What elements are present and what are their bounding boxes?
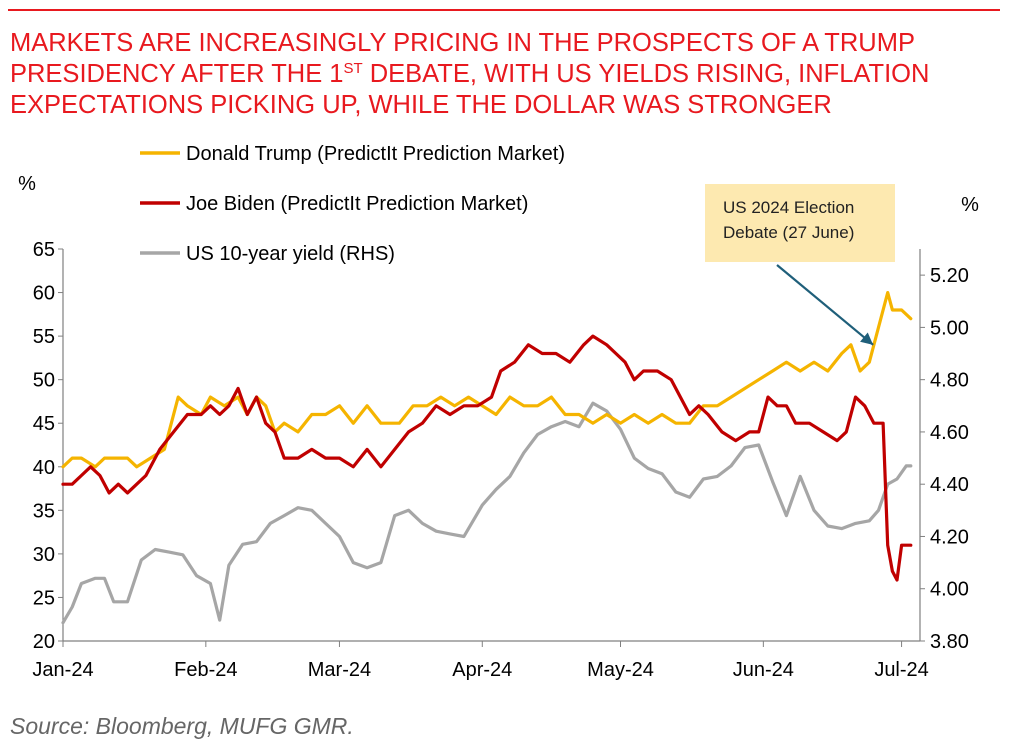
y-left-tick-label: 65 xyxy=(33,239,55,261)
y-right-tick-label: 4.60 xyxy=(930,422,969,444)
debate-callout: US 2024 Election Debate (27 June) xyxy=(705,184,895,262)
y-right-tick-label: 4.40 xyxy=(930,474,969,496)
y-left-tick-label: 35 xyxy=(33,500,55,522)
legend-label-0: Donald Trump (PredictIt Prediction Marke… xyxy=(186,143,565,165)
y-left-tick-label: 55 xyxy=(33,326,55,348)
chart-series xyxy=(61,291,913,625)
x-tick-label: Jun-24 xyxy=(733,659,794,681)
legend-label-2: US 10-year yield (RHS) xyxy=(186,243,395,265)
y-right-tick-label: 4.20 xyxy=(930,526,969,548)
y-left-tick-label: 20 xyxy=(33,631,55,653)
y-right-tick-label: 5.20 xyxy=(930,265,969,287)
callout-line-2: Debate (27 June) xyxy=(723,223,855,242)
y-right-tick-label: 5.00 xyxy=(930,317,969,339)
x-tick-label: Jan-24 xyxy=(32,659,93,681)
y-left-tick-label: 40 xyxy=(33,457,55,479)
title-line-1: MARKETS ARE INCREASINGLY PRICING IN THE … xyxy=(10,29,915,57)
y-right-tick-label: 4.80 xyxy=(930,370,969,392)
y-left-tick-label: 25 xyxy=(33,587,55,609)
chart-annotation xyxy=(776,264,874,346)
y-left-tick-label: 30 xyxy=(33,544,55,566)
legend-label-1: Joe Biden (PredictIt Prediction Market) xyxy=(186,193,528,215)
top-rule xyxy=(8,9,1000,11)
title-line-3: EXPECTATIONS PICKING UP, WHILE THE DOLLA… xyxy=(10,91,832,119)
source-note: Source: Bloomberg, MUFG GMR. xyxy=(10,713,354,739)
title-line-2: PRESIDENCY AFTER THE 1ST DEBATE, WITH US… xyxy=(10,60,930,88)
x-tick-label: Feb-24 xyxy=(174,659,237,681)
y-left-tick-label: 45 xyxy=(33,413,55,435)
y-right-tick-label: 3.80 xyxy=(930,631,969,653)
x-tick-label: May-24 xyxy=(587,659,654,681)
series-line-1 xyxy=(61,334,913,582)
y-right-tick-label: 4.00 xyxy=(930,579,969,601)
annotation-arrow-line xyxy=(776,264,874,346)
y-left-tick-label: 50 xyxy=(33,370,55,392)
y-left-axis-label: % xyxy=(18,173,36,195)
chart-axes: 20 25 30 35 40 45 50 55 60 65 3.80 4.00 4.20 4.40 4.60… xyxy=(18,173,979,681)
x-tick-label: Mar-24 xyxy=(308,659,371,681)
series-line-0 xyxy=(61,291,913,469)
x-tick-label: Jul-24 xyxy=(874,659,928,681)
chart-legend: Donald Trump (PredictIt Prediction Marke… xyxy=(140,143,565,265)
y-left-tick-label: 60 xyxy=(33,283,55,305)
series-line-2 xyxy=(61,401,913,625)
callout-line-1: US 2024 Election xyxy=(723,198,855,217)
y-right-axis-label: % xyxy=(961,194,979,216)
annotation-arrow-head xyxy=(860,332,874,345)
title-superscript: ST xyxy=(343,60,363,77)
chart-title: MARKETS ARE INCREASINGLY PRICING IN THE … xyxy=(10,28,1010,121)
x-tick-label: Apr-24 xyxy=(452,659,512,681)
